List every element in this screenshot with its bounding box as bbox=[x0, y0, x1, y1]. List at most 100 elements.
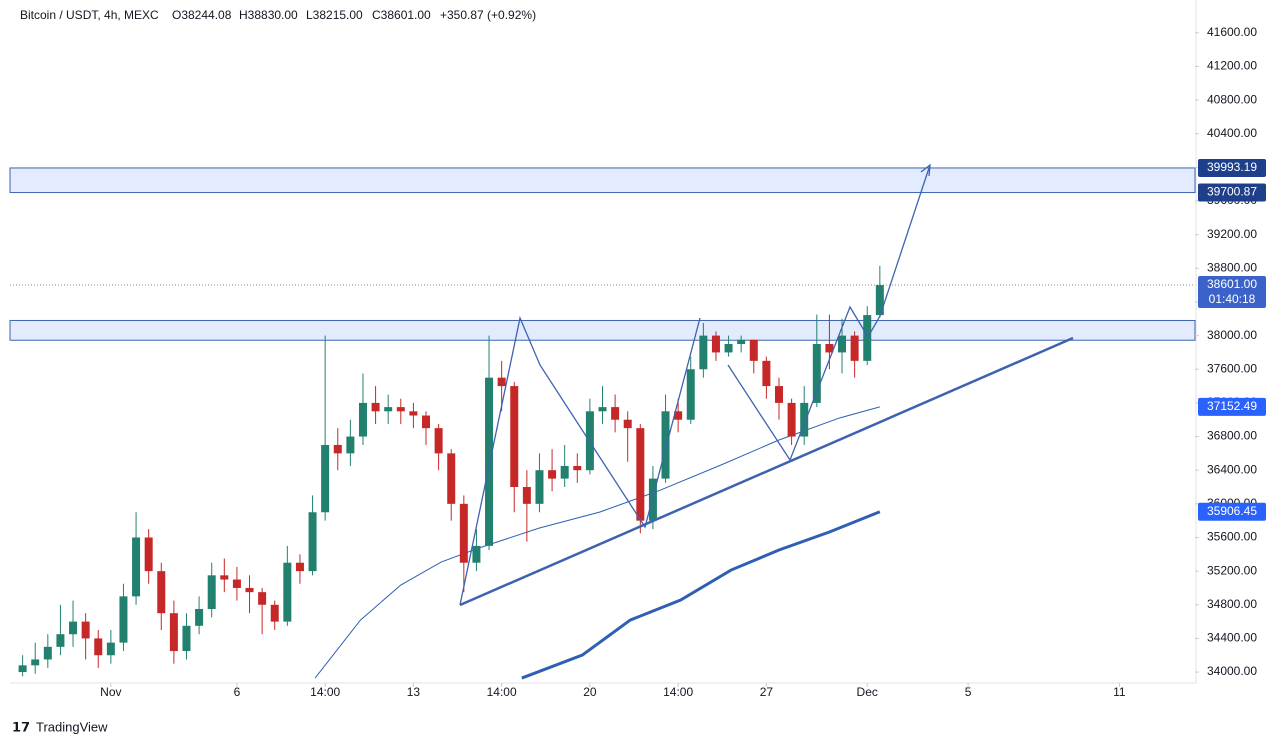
y-tick-label: 34400.00 bbox=[1207, 631, 1257, 645]
price-tag-label: 37152.49 bbox=[1207, 399, 1257, 413]
x-tick-label: 11 bbox=[1113, 685, 1126, 699]
candle-body bbox=[548, 470, 557, 479]
candle-body bbox=[522, 487, 531, 504]
price-tag-label: 35906.45 bbox=[1207, 504, 1257, 518]
price-tag-label: 39993.19 bbox=[1207, 160, 1257, 174]
candle-body bbox=[585, 411, 594, 471]
candle-body bbox=[207, 575, 216, 609]
zigzag bbox=[727, 164, 931, 462]
candle-body bbox=[169, 613, 178, 652]
candle-body bbox=[43, 646, 52, 660]
x-tick-label: 5 bbox=[965, 685, 972, 699]
candle-body bbox=[686, 369, 695, 420]
ohlc: L38215.00 bbox=[306, 8, 363, 22]
candle-body bbox=[56, 634, 65, 647]
logo: 𝟭𝟳 bbox=[12, 719, 30, 734]
candle-body bbox=[346, 436, 355, 454]
price-tag bbox=[1198, 502, 1266, 521]
candle-body bbox=[623, 419, 632, 429]
candle-body bbox=[447, 453, 456, 504]
ohlc: O38244.08 bbox=[172, 8, 232, 22]
trend-line bbox=[459, 336, 1074, 607]
price-tag bbox=[1198, 276, 1266, 309]
x-tick-label: Dec bbox=[857, 685, 878, 699]
candle-body bbox=[384, 407, 393, 412]
countdown: 01:40:18 bbox=[1209, 292, 1256, 306]
y-tick-label: 39200.00 bbox=[1207, 227, 1257, 241]
y-tick-label: 40800.00 bbox=[1207, 92, 1257, 106]
y-tick-label: 34000.00 bbox=[1207, 664, 1257, 678]
candle-body bbox=[661, 411, 670, 479]
price-tag-label: 39700.87 bbox=[1207, 185, 1257, 199]
ohlc: C38601.00 bbox=[372, 8, 431, 22]
candle-body bbox=[497, 377, 506, 387]
candle-body bbox=[232, 579, 241, 588]
candle-body bbox=[762, 360, 771, 387]
candle-body bbox=[510, 386, 519, 488]
candle-body bbox=[295, 562, 304, 572]
candle-body bbox=[787, 402, 796, 437]
drawings bbox=[459, 163, 1074, 607]
y-tick-label: 40400.00 bbox=[1207, 126, 1257, 140]
candle-body bbox=[321, 444, 330, 513]
candle-body bbox=[18, 665, 27, 673]
candle-body bbox=[724, 344, 733, 353]
candle-body bbox=[648, 478, 657, 521]
price-tag-label: 38601.00 bbox=[1207, 277, 1257, 291]
candle-body bbox=[396, 407, 405, 412]
candle-body bbox=[31, 659, 40, 666]
candle-body bbox=[422, 415, 431, 429]
candle-body bbox=[94, 638, 103, 656]
y-tick-label: 37600.00 bbox=[1207, 361, 1257, 375]
y-tick-label: 36400.00 bbox=[1207, 462, 1257, 476]
candle-body bbox=[106, 642, 115, 656]
candle-body bbox=[774, 386, 783, 403]
candle-body bbox=[838, 335, 847, 353]
candle-body bbox=[850, 335, 859, 361]
candle-body bbox=[737, 339, 746, 345]
y-tick-label: 38800.00 bbox=[1207, 260, 1257, 274]
candle-body bbox=[409, 411, 418, 416]
y-tick-label: 35600.00 bbox=[1207, 530, 1257, 544]
candle-body bbox=[157, 571, 166, 614]
y-tick-label: 38000.00 bbox=[1207, 328, 1257, 342]
candle-body bbox=[245, 587, 254, 593]
price-tag bbox=[1198, 397, 1266, 416]
y-tick-label: 35200.00 bbox=[1207, 563, 1257, 577]
candle-body bbox=[611, 407, 620, 420]
candle-body bbox=[81, 621, 90, 639]
symbol-title: Bitcoin / USDT, 4h, MEXC bbox=[20, 8, 159, 22]
candle-body bbox=[308, 512, 317, 572]
candle-body bbox=[573, 465, 582, 471]
candle-body bbox=[800, 402, 809, 437]
candle-body bbox=[535, 470, 544, 504]
x-tick-label: 6 bbox=[234, 685, 241, 699]
x-tick-label: 27 bbox=[760, 685, 774, 699]
change: +350.87 (+0.92%) bbox=[440, 8, 536, 22]
candle-body bbox=[711, 335, 720, 353]
moving-average bbox=[521, 510, 881, 680]
candle-body bbox=[270, 604, 279, 622]
candle-body bbox=[674, 411, 683, 420]
candle-body bbox=[560, 465, 569, 479]
candle-body bbox=[812, 344, 821, 403]
candle-body bbox=[459, 503, 468, 563]
y-tick-label: 34800.00 bbox=[1207, 597, 1257, 611]
x-tick-label: 14:00 bbox=[663, 685, 693, 699]
candle-body bbox=[283, 562, 292, 622]
arrow-head bbox=[920, 163, 931, 177]
x-tick-label: Nov bbox=[100, 685, 121, 699]
x-tick-label: 14:00 bbox=[310, 685, 340, 699]
candle-body bbox=[485, 377, 494, 546]
candle-body bbox=[371, 402, 380, 412]
zone bbox=[9, 167, 1196, 194]
y-tick-label: 41200.00 bbox=[1207, 59, 1257, 73]
candle-body bbox=[333, 444, 342, 454]
candle-body bbox=[182, 625, 191, 652]
price-tag bbox=[1198, 158, 1266, 177]
candle-body bbox=[472, 545, 481, 563]
candle-body bbox=[132, 537, 141, 597]
x-tick-label: 20 bbox=[583, 685, 597, 699]
candle-body bbox=[636, 428, 645, 521]
